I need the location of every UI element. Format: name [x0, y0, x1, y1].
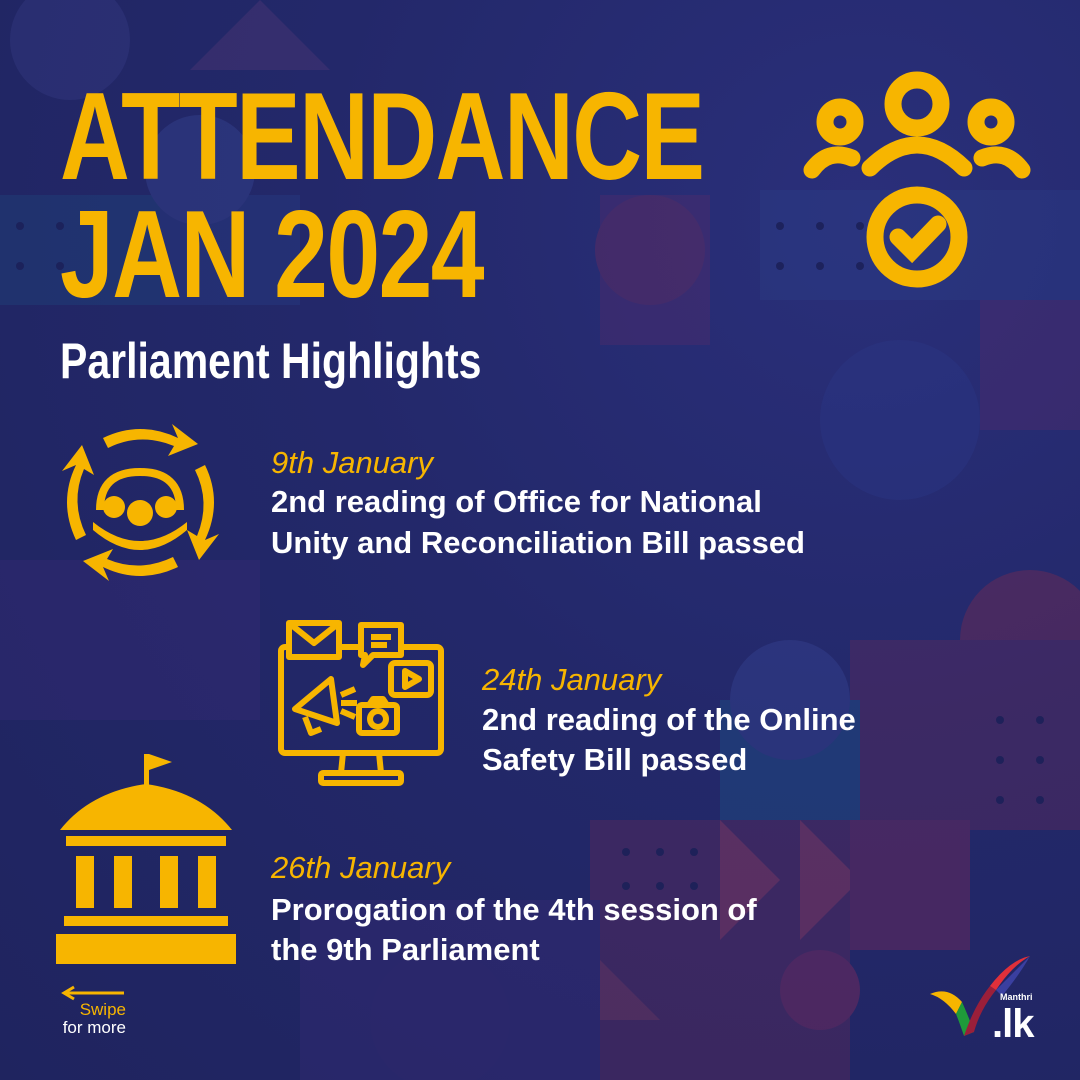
title-line-1: ATTENDANCE	[60, 68, 705, 206]
highlight-text-line-2: Unity and Reconciliation Bill passed	[271, 525, 805, 560]
attendance-people-check-icon	[803, 71, 1031, 288]
swipe-label: Swipe	[79, 1000, 126, 1019]
unity-cycle-icon	[62, 424, 219, 581]
highlight-date: 9th January	[271, 445, 433, 480]
logo-domain: .lk	[992, 1002, 1034, 1046]
arrow-left-icon	[61, 985, 124, 1001]
highlight-text-line-1: Prorogation of the 4th session of	[271, 892, 757, 927]
highlight-date: 26th January	[271, 850, 451, 885]
title-line-2: JAN 2024	[60, 186, 485, 324]
highlight-text-line-2: Safety Bill passed	[482, 742, 748, 777]
page-subtitle: Parliament Highlights	[60, 333, 482, 389]
manthri-logo-icon	[930, 956, 1030, 1036]
highlight-text-line-2: the 9th Parliament	[271, 932, 540, 967]
swipe-hint[interactable]: Swipe for more	[50, 1001, 126, 1037]
highlight-date: 24th January	[482, 662, 662, 697]
page-title: ATTENDANCE JAN 2024	[60, 68, 705, 324]
logo-name: Manthri	[1000, 992, 1033, 1002]
swipe-sub-label: for more	[62, 1018, 126, 1037]
parliament-building-icon	[56, 754, 236, 964]
highlight-text-line-1: 2nd reading of Office for National	[271, 484, 762, 519]
online-media-monitor-icon	[278, 620, 444, 786]
highlight-text-line-1: 2nd reading of the Online	[482, 702, 856, 737]
